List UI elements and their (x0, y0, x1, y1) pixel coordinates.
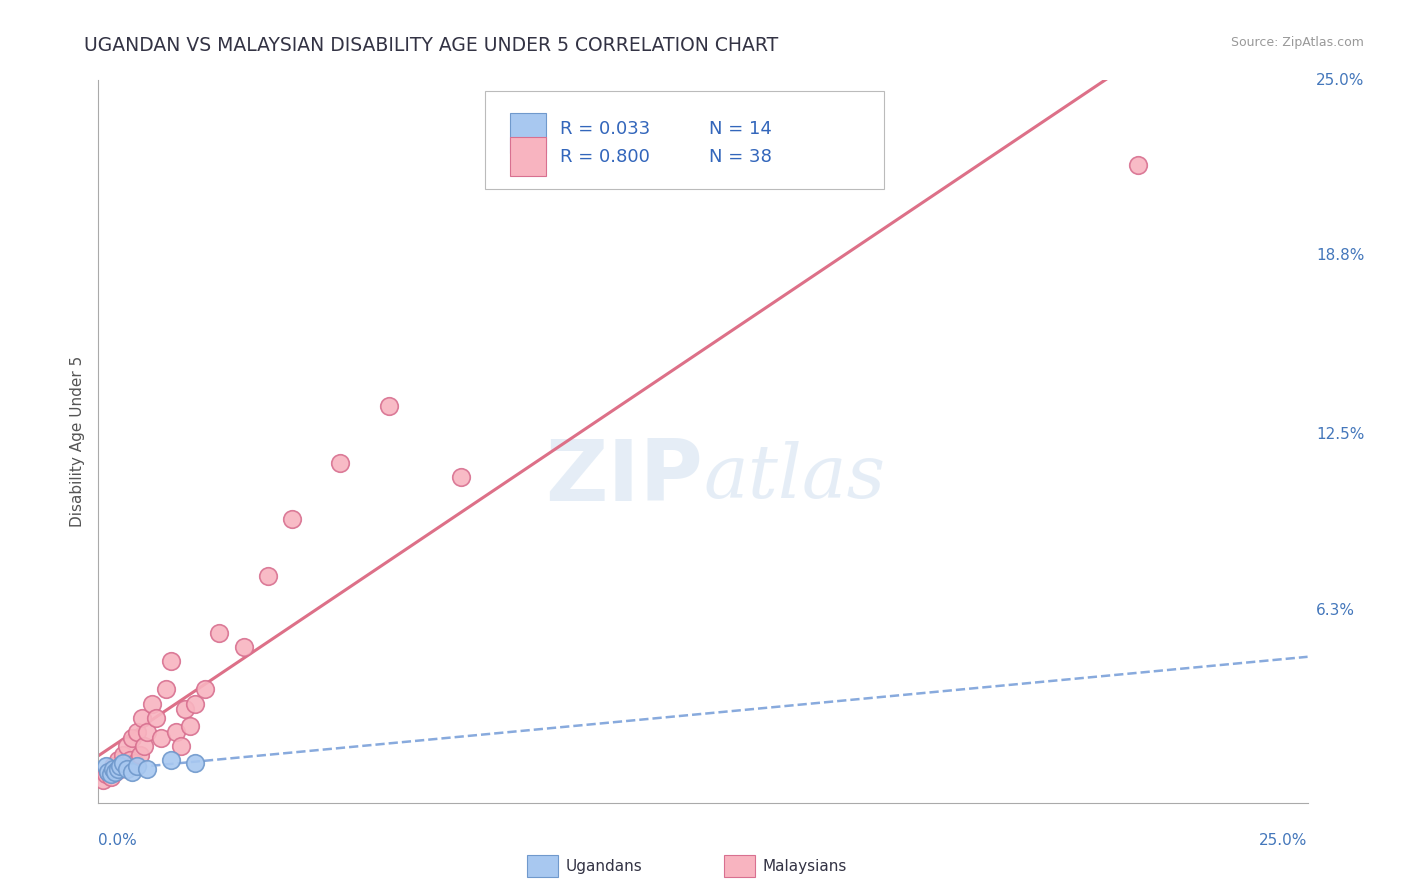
Point (118, 753, 141, 767)
Text: N = 14: N = 14 (709, 120, 772, 138)
Text: 18.8%: 18.8% (1316, 249, 1364, 263)
Text: Source: ZipAtlas.com: Source: ZipAtlas.com (1230, 36, 1364, 49)
Text: R = 0.800: R = 0.800 (561, 147, 650, 166)
Point (107, 762, 129, 776)
Point (94, 767, 117, 781)
Text: 12.5%: 12.5% (1316, 427, 1364, 442)
Point (184, 756, 207, 771)
Point (97, 764, 120, 779)
Text: Malaysians: Malaysians (762, 859, 846, 873)
Point (101, 759, 124, 773)
Bar (509, 112, 546, 153)
Point (104, 764, 127, 779)
Point (121, 731, 143, 745)
Point (124, 756, 146, 771)
Text: N = 38: N = 38 (709, 147, 772, 166)
Text: atlas: atlas (703, 442, 886, 514)
Text: UGANDAN VS MALAYSIAN DISABILITY AGE UNDER 5 CORRELATION CHART: UGANDAN VS MALAYSIAN DISABILITY AGE UNDE… (84, 36, 779, 54)
Point (179, 719, 201, 733)
Point (121, 764, 143, 779)
Point (160, 753, 183, 767)
Point (108, 759, 131, 773)
Point (107, 753, 129, 767)
Point (101, 762, 124, 776)
Point (117, 762, 139, 776)
Point (94, 759, 117, 773)
Point (150, 731, 173, 745)
Point (281, 512, 304, 526)
Point (377, 399, 399, 413)
Point (169, 739, 191, 753)
Point (232, 640, 254, 654)
Point (194, 682, 217, 697)
Point (145, 711, 167, 725)
Point (131, 711, 153, 725)
Point (111, 747, 134, 762)
Point (160, 654, 183, 668)
Point (127, 759, 149, 773)
Point (208, 625, 231, 640)
Text: 25.0%: 25.0% (1260, 833, 1308, 848)
Point (100, 770, 122, 784)
Point (128, 747, 150, 762)
Text: ZIP: ZIP (546, 436, 703, 519)
Point (135, 762, 157, 776)
Point (127, 725, 149, 739)
Point (450, 470, 472, 484)
Point (104, 764, 127, 779)
Text: Ugandans: Ugandans (565, 859, 643, 873)
Point (184, 697, 207, 711)
Point (114, 759, 136, 773)
Point (100, 767, 122, 781)
Point (97, 764, 120, 779)
Point (117, 739, 139, 753)
Point (165, 725, 187, 739)
Point (111, 756, 134, 771)
FancyBboxPatch shape (485, 91, 884, 189)
Bar (509, 136, 546, 177)
Text: R = 0.033: R = 0.033 (561, 120, 651, 138)
Point (174, 702, 197, 716)
Point (155, 682, 177, 697)
Point (141, 697, 163, 711)
Text: 0.0%: 0.0% (98, 833, 138, 848)
Y-axis label: Disability Age Under 5: Disability Age Under 5 (69, 356, 84, 527)
Point (329, 456, 352, 470)
Point (91, 773, 114, 788)
Point (135, 725, 157, 739)
Point (256, 569, 278, 583)
Text: 6.3%: 6.3% (1316, 603, 1355, 617)
Point (108, 762, 131, 776)
Text: 25.0%: 25.0% (1316, 73, 1364, 87)
Point (134, 739, 156, 753)
Point (1128, 158, 1150, 172)
